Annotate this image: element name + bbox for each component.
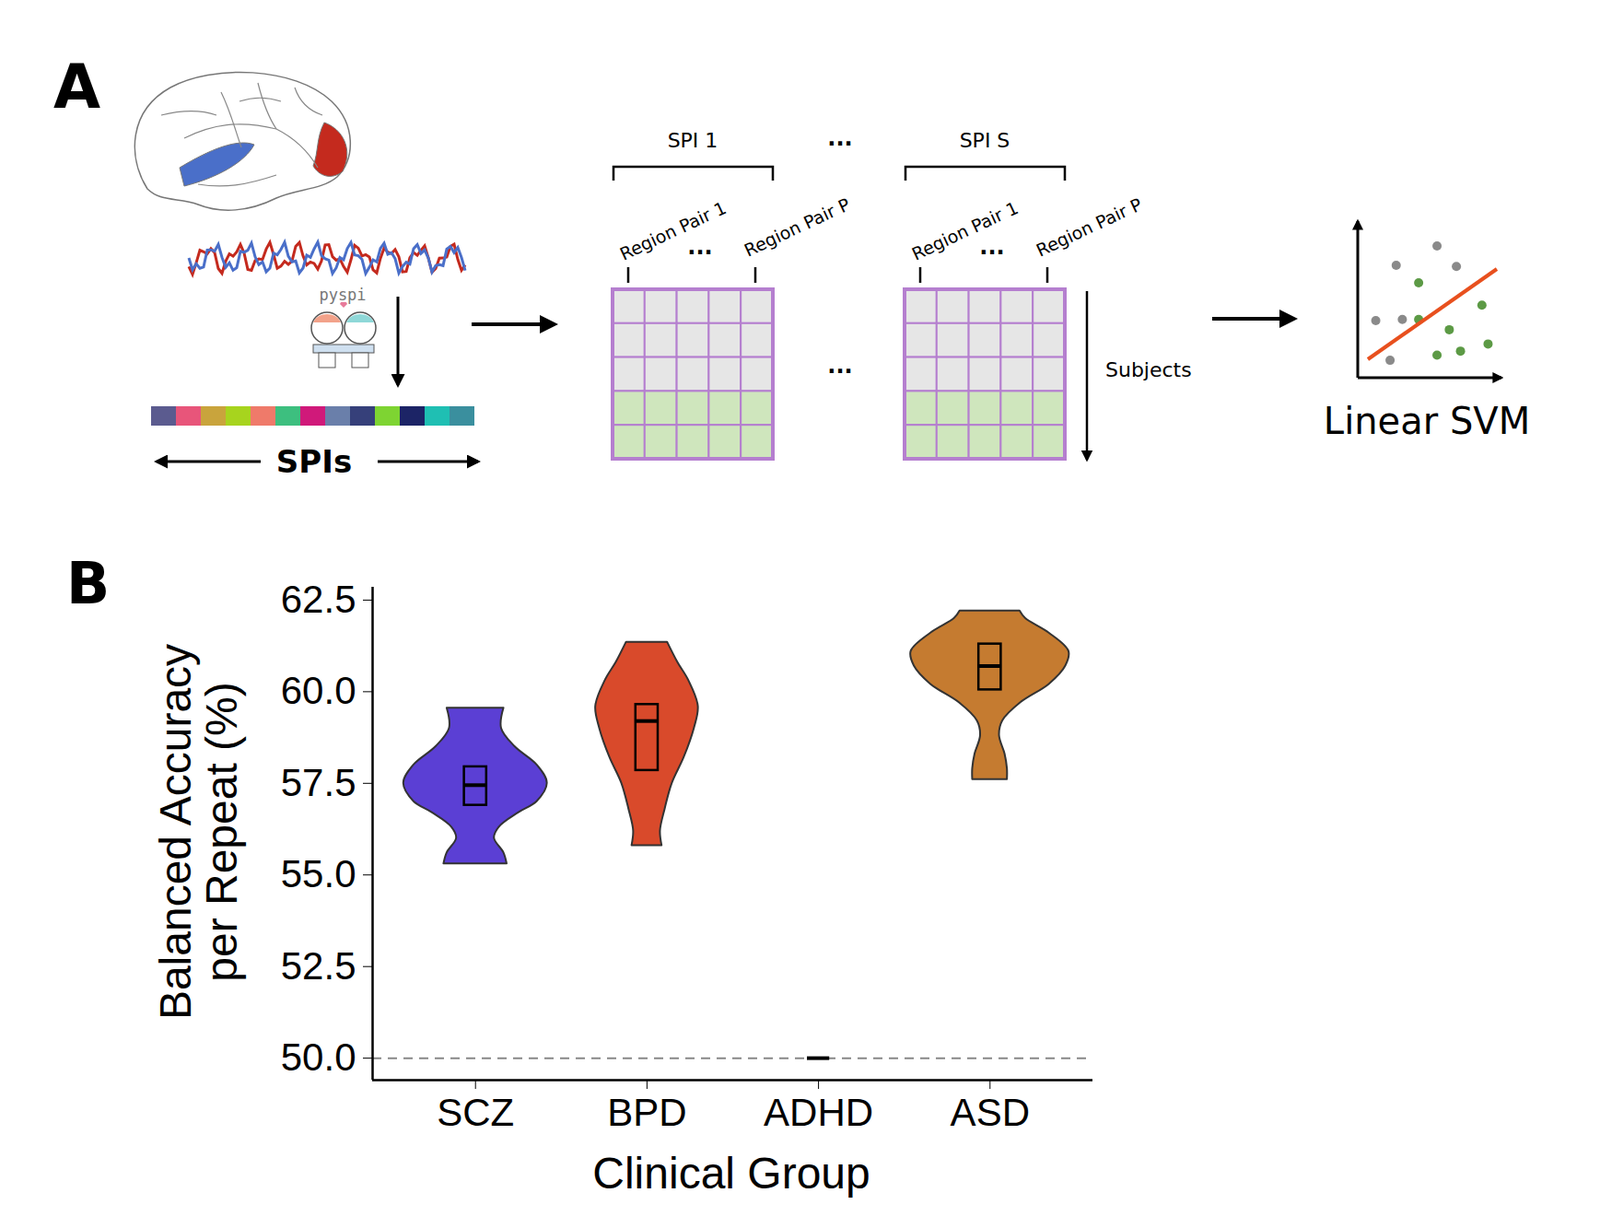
svg-text:Subjects: Subjects: [1105, 358, 1192, 382]
svg-text:...: ...: [827, 125, 853, 152]
svg-text:Region Pair P: Region Pair P: [740, 193, 853, 260]
html-text:Clinical Group: Clinical Group: [592, 1148, 871, 1198]
svg-text:52.5: 52.5: [280, 944, 357, 988]
svg-text:Region Pair P: Region Pair P: [1032, 193, 1145, 260]
svg-text:55.0: 55.0: [280, 852, 357, 896]
svg-text:ADHD: ADHD: [763, 1090, 874, 1134]
svg-text:SPI 1: SPI 1: [667, 128, 719, 152]
svg-text:...: ...: [979, 233, 1005, 260]
svg-text:Linear SVM: Linear SVM: [1323, 399, 1530, 443]
svg-text:60.0: 60.0: [280, 668, 357, 713]
svg-text:SCZ: SCZ: [436, 1090, 514, 1134]
svg-text:62.5: 62.5: [280, 577, 357, 621]
html-text:Balanced Accuracy per Repeat (: Balanced Accuracy per Repeat (%): [150, 643, 246, 1020]
svg-text:50.0: 50.0: [280, 1035, 357, 1079]
svg-text:B: B: [66, 549, 110, 618]
svg-text:...: ...: [827, 352, 853, 379]
svg-text:...: ...: [687, 233, 713, 260]
svg-text:BPD: BPD: [607, 1090, 687, 1134]
svg-text:57.5: 57.5: [280, 760, 357, 805]
svg-text:ASD: ASD: [950, 1090, 1030, 1134]
svg-text:Region Pair 1: Region Pair 1: [616, 197, 729, 265]
svg-text:pyspi: pyspi: [318, 285, 366, 304]
svg-text:SPIs: SPIs: [276, 443, 352, 480]
svg-text:SPI S: SPI S: [959, 128, 1011, 152]
svg-text:A: A: [53, 51, 101, 123]
svg-text:Region Pair 1: Region Pair 1: [908, 197, 1021, 265]
